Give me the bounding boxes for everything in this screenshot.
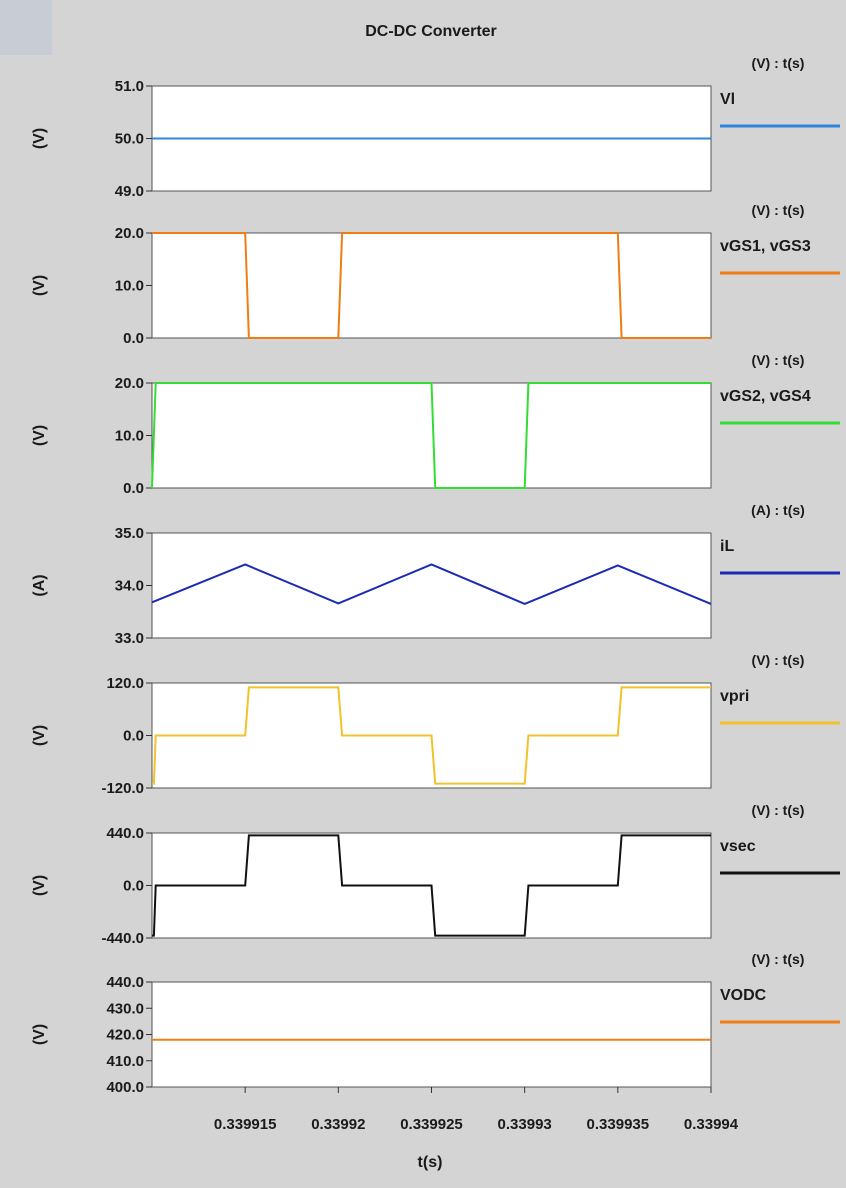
panel-unit-label: (A) : t(s)	[751, 502, 805, 518]
y-tick-label: 49.0	[115, 183, 144, 200]
series-line	[152, 232, 711, 339]
y-tick-label: 430.0	[106, 1000, 144, 1017]
x-tick-label: 0.33993	[498, 1116, 552, 1133]
plot-panel-3: 0.0 10.0 20.0 (V) (V) : t(s) vGS2, vGS4	[31, 352, 840, 497]
legend-label: Vl	[720, 91, 735, 108]
y-axis-label: (A)	[31, 574, 48, 596]
y-tick-label: 400.0	[106, 1079, 144, 1096]
plot-panel-7: 400.0 410.0 420.0 430.0 440.0 (V) (V) : t(s) VO…	[31, 951, 840, 1096]
y-axis-label: (V)	[31, 128, 48, 149]
x-axis-label: t(s)	[418, 1154, 443, 1171]
legend-label: vsec	[720, 838, 756, 855]
y-tick-label: 0.0	[123, 330, 144, 347]
y-axis-label: (V)	[31, 875, 48, 896]
y-tick-label: 410.0	[106, 1053, 144, 1070]
y-tick-label: 20.0	[115, 375, 144, 392]
y-tick-label: 0.0	[123, 728, 144, 745]
y-tick-label: 0.0	[123, 878, 144, 895]
plot-panel-1: 49.0 50.0 51.0 (V) (V) : t(s) Vl	[31, 55, 840, 200]
panel-unit-label: (V) : t(s)	[752, 352, 805, 368]
y-tick-label: 50.0	[115, 131, 144, 148]
plot-area	[151, 532, 712, 639]
legend-label: vGS2, vGS4	[720, 388, 811, 405]
legend-label: VODC	[720, 987, 767, 1004]
x-tick-label: 0.339925	[400, 1116, 463, 1133]
panel-unit-label: (V) : t(s)	[752, 652, 805, 668]
plot-panel-4: 33.0 34.0 35.0 (A) (A) : t(s) iL	[31, 502, 840, 647]
x-tick-label: 0.33992	[311, 1116, 365, 1133]
plot-panel-6: -440.0 0.0 440.0 (V) (V) : t(s) vsec	[31, 802, 840, 947]
legend-label: vpri	[720, 688, 749, 705]
x-tick-label: 0.339935	[587, 1116, 650, 1133]
legend-label: vGS1, vGS3	[720, 238, 811, 255]
plot-area	[151, 981, 712, 1088]
x-axis: 0.339915 0.33992 0.339925 0.33993 0.339935 0.…	[214, 1087, 739, 1133]
chart-panels: 49.0 50.0 51.0 (V) (V) : t(s) Vl 0.0 10.0 20.0 (V…	[31, 55, 840, 1096]
series-line	[152, 834, 711, 937]
y-axis-label: (V)	[31, 275, 48, 296]
legend-label: iL	[720, 538, 734, 555]
y-tick-label: 440.0	[106, 974, 144, 991]
y-tick-label: 51.0	[115, 78, 144, 95]
y-tick-label: -120.0	[101, 780, 144, 797]
series-line	[151, 563, 712, 605]
y-tick-label: 420.0	[106, 1027, 144, 1044]
y-tick-label: 440.0	[106, 825, 144, 842]
series-line	[151, 382, 711, 489]
y-tick-label: 10.0	[115, 278, 144, 295]
y-tick-label: 35.0	[115, 525, 144, 542]
y-tick-label: 120.0	[106, 675, 144, 692]
y-axis-label: (V)	[31, 425, 48, 446]
x-tick-label: 0.339915	[214, 1116, 277, 1133]
y-tick-label: -440.0	[101, 930, 144, 947]
series-line	[152, 686, 711, 785]
chart-title: DC-DC Converter	[365, 23, 497, 40]
y-tick-label: 20.0	[115, 225, 144, 242]
panel-unit-label: (V) : t(s)	[752, 202, 805, 218]
y-axis-label: (V)	[31, 725, 48, 746]
y-tick-label: 0.0	[123, 480, 144, 497]
window-corner	[0, 0, 52, 55]
plot-panel-2: 0.0 10.0 20.0 (V) (V) : t(s) vGS1, vGS3	[31, 202, 840, 347]
y-tick-label: 33.0	[115, 630, 144, 647]
panel-unit-label: (V) : t(s)	[752, 55, 805, 71]
panel-unit-label: (V) : t(s)	[752, 951, 805, 967]
panel-unit-label: (V) : t(s)	[752, 802, 805, 818]
y-tick-label: 10.0	[115, 428, 144, 445]
x-tick-label: 0.33994	[684, 1116, 739, 1133]
plot-panel-5: -120.0 0.0 120.0 (V) (V) : t(s) vpri	[31, 652, 840, 797]
plot-area	[151, 232, 712, 339]
y-axis-label: (V)	[31, 1024, 48, 1045]
y-tick-label: 34.0	[115, 578, 144, 595]
